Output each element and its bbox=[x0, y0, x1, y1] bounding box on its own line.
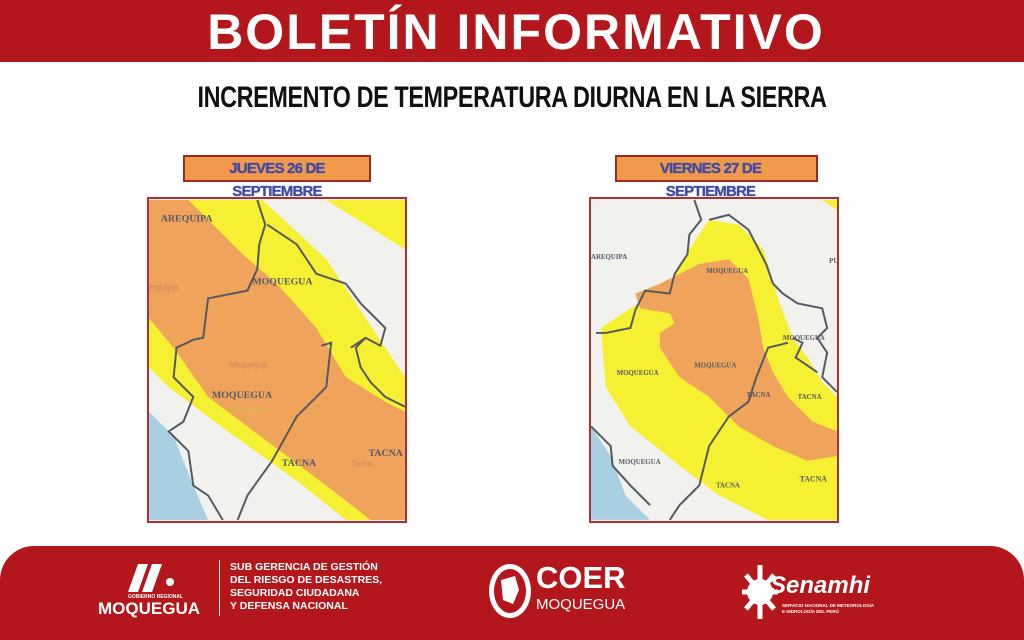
orange-alert-zone bbox=[149, 200, 405, 520]
map-label: AREQUIPA bbox=[161, 214, 214, 225]
yellow-alert-zone bbox=[822, 200, 837, 210]
map-label: MOQUEGUA bbox=[252, 277, 313, 288]
orange-alert-zone bbox=[635, 259, 837, 461]
date-label-day2: VIERNES 27 DE SEPTIEMBRE bbox=[615, 155, 818, 200]
gob-small: GOBIERNO REGIONAL bbox=[128, 594, 184, 600]
map-day1: AREQUIPA MOQUEGUA MOQUEGUA TACNA TACNA e… bbox=[147, 197, 407, 523]
coer-seal-icon bbox=[489, 564, 531, 618]
senamhi-sun-icon bbox=[742, 565, 778, 619]
map-label: TACNA bbox=[282, 458, 317, 469]
map-label: TACNA bbox=[369, 448, 404, 459]
header-band bbox=[0, 0, 1024, 62]
bulletin-title: BOLETÍN INFORMATIVO bbox=[207, 4, 825, 60]
map-label: MOQUEGUA bbox=[617, 370, 659, 377]
divider bbox=[219, 560, 220, 616]
gobierno-regional-icon bbox=[128, 564, 174, 592]
coer-title: COER bbox=[536, 560, 626, 595]
date-label-day1: JUEVES 26 DE SEPTIEMBRE bbox=[183, 155, 371, 200]
bulletin-subtitle: INCREMENTO DE TEMPERATURA DIURNA EN LA S… bbox=[197, 81, 827, 114]
map-day2: AREQUIPA MOQUEGUA MOQUEGUA MOQUEGUA MOQU… bbox=[589, 197, 839, 523]
region-boundary bbox=[591, 199, 837, 521]
senamhi-sub1: SERVICIO NACIONAL DE METEOROLOGÍA bbox=[782, 603, 875, 608]
map-label: TACNA bbox=[746, 392, 770, 399]
map-label: TACNA bbox=[800, 475, 828, 484]
map-label: MOQUEGUA bbox=[783, 335, 825, 342]
senamhi-sub2: E HIDROLOGÍA DEL PERÚ bbox=[782, 609, 839, 614]
map-label: MOQUEGUA bbox=[694, 362, 736, 369]
map-label: Tacna bbox=[351, 459, 373, 468]
sea bbox=[149, 411, 209, 520]
map-label: MOQUEGUA bbox=[706, 268, 748, 275]
gob-name: MOQUEGUA bbox=[98, 599, 200, 618]
sub-gerencia-text: SUB GERENCIA DE GESTIÓN DEL RIESGO DE DES… bbox=[230, 561, 383, 612]
map-label: TACNA bbox=[798, 394, 822, 401]
map-label: MOQUEGUA bbox=[212, 390, 273, 401]
map-label: Moquegua bbox=[230, 360, 268, 369]
map-label: MOQUEGUA bbox=[619, 459, 661, 466]
map-label: AREQUIPA bbox=[591, 254, 627, 261]
coer-sub: MOQUEGUA bbox=[536, 596, 626, 613]
map-label: equipa bbox=[149, 283, 179, 294]
map-label: Moquegua bbox=[230, 405, 268, 414]
map-label: TACNA bbox=[716, 482, 740, 489]
sea bbox=[591, 426, 651, 520]
senamhi-name: Senamhi bbox=[770, 572, 871, 599]
region-boundary bbox=[167, 199, 405, 521]
map-label: PU bbox=[829, 258, 837, 265]
yellow-alert-zone bbox=[326, 200, 405, 250]
